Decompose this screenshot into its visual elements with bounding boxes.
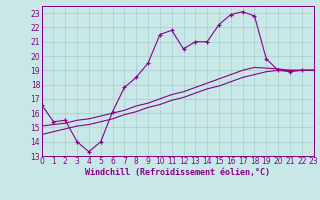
X-axis label: Windchill (Refroidissement éolien,°C): Windchill (Refroidissement éolien,°C): [85, 168, 270, 177]
